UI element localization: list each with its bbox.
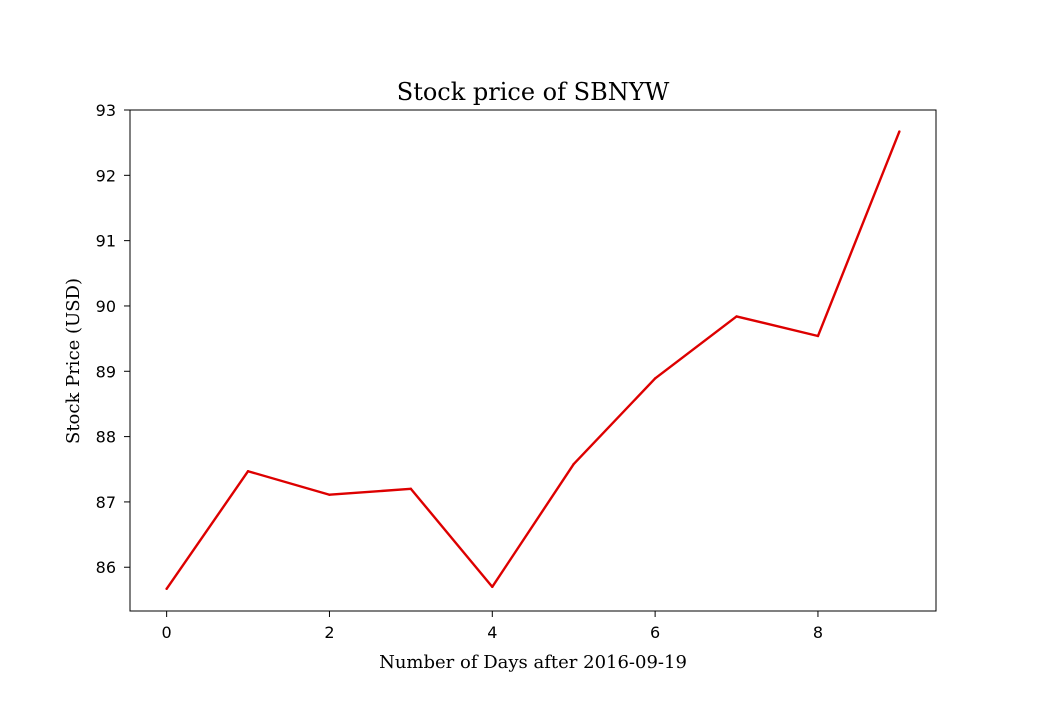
data-point-day-0 — [165, 587, 168, 590]
y-tick-label-93: 93 — [96, 101, 116, 120]
x-tick-label-6: 6 — [650, 623, 660, 642]
x-axis: 0 2 4 6 8 — [162, 611, 823, 642]
y-tick-label-90: 90 — [96, 297, 116, 316]
data-point-day-8 — [816, 334, 820, 338]
y-axis-label: Stock Price (USD) — [63, 278, 84, 444]
data-point-day-7 — [735, 315, 738, 318]
data-point-day-3 — [409, 487, 413, 491]
data-point-day-5 — [572, 462, 575, 466]
y-tick-label-88: 88 — [96, 428, 116, 447]
y-axis: 86 87 88 89 90 91 92 93 — [96, 101, 130, 577]
y-tick-label-87: 87 — [96, 493, 116, 512]
data-point-day-6 — [653, 377, 657, 380]
data-point-day-9 — [898, 130, 901, 133]
y-tick-label-89: 89 — [96, 362, 116, 381]
y-tick-label-86: 86 — [96, 558, 116, 577]
x-axis-label: Number of Days after 2016-09-19 — [379, 652, 687, 673]
series-line-sbnyw — [165, 130, 901, 590]
y-tick-label-91: 91 — [96, 232, 116, 251]
plot-frame — [129, 109, 937, 612]
x-tick-label-8: 8 — [813, 623, 823, 642]
data-point-day-4 — [491, 585, 494, 589]
y-tick-label-92: 92 — [96, 166, 116, 185]
x-tick-label-2: 2 — [324, 623, 334, 642]
x-tick-label-4: 4 — [487, 623, 497, 642]
chart-title: Stock price of SBNYW — [397, 78, 670, 106]
data-point-day-2 — [328, 493, 331, 496]
plot-area — [129, 109, 937, 612]
data-point-day-1 — [246, 470, 250, 473]
x-tick-label-0: 0 — [162, 623, 172, 642]
series-layer — [165, 130, 901, 590]
